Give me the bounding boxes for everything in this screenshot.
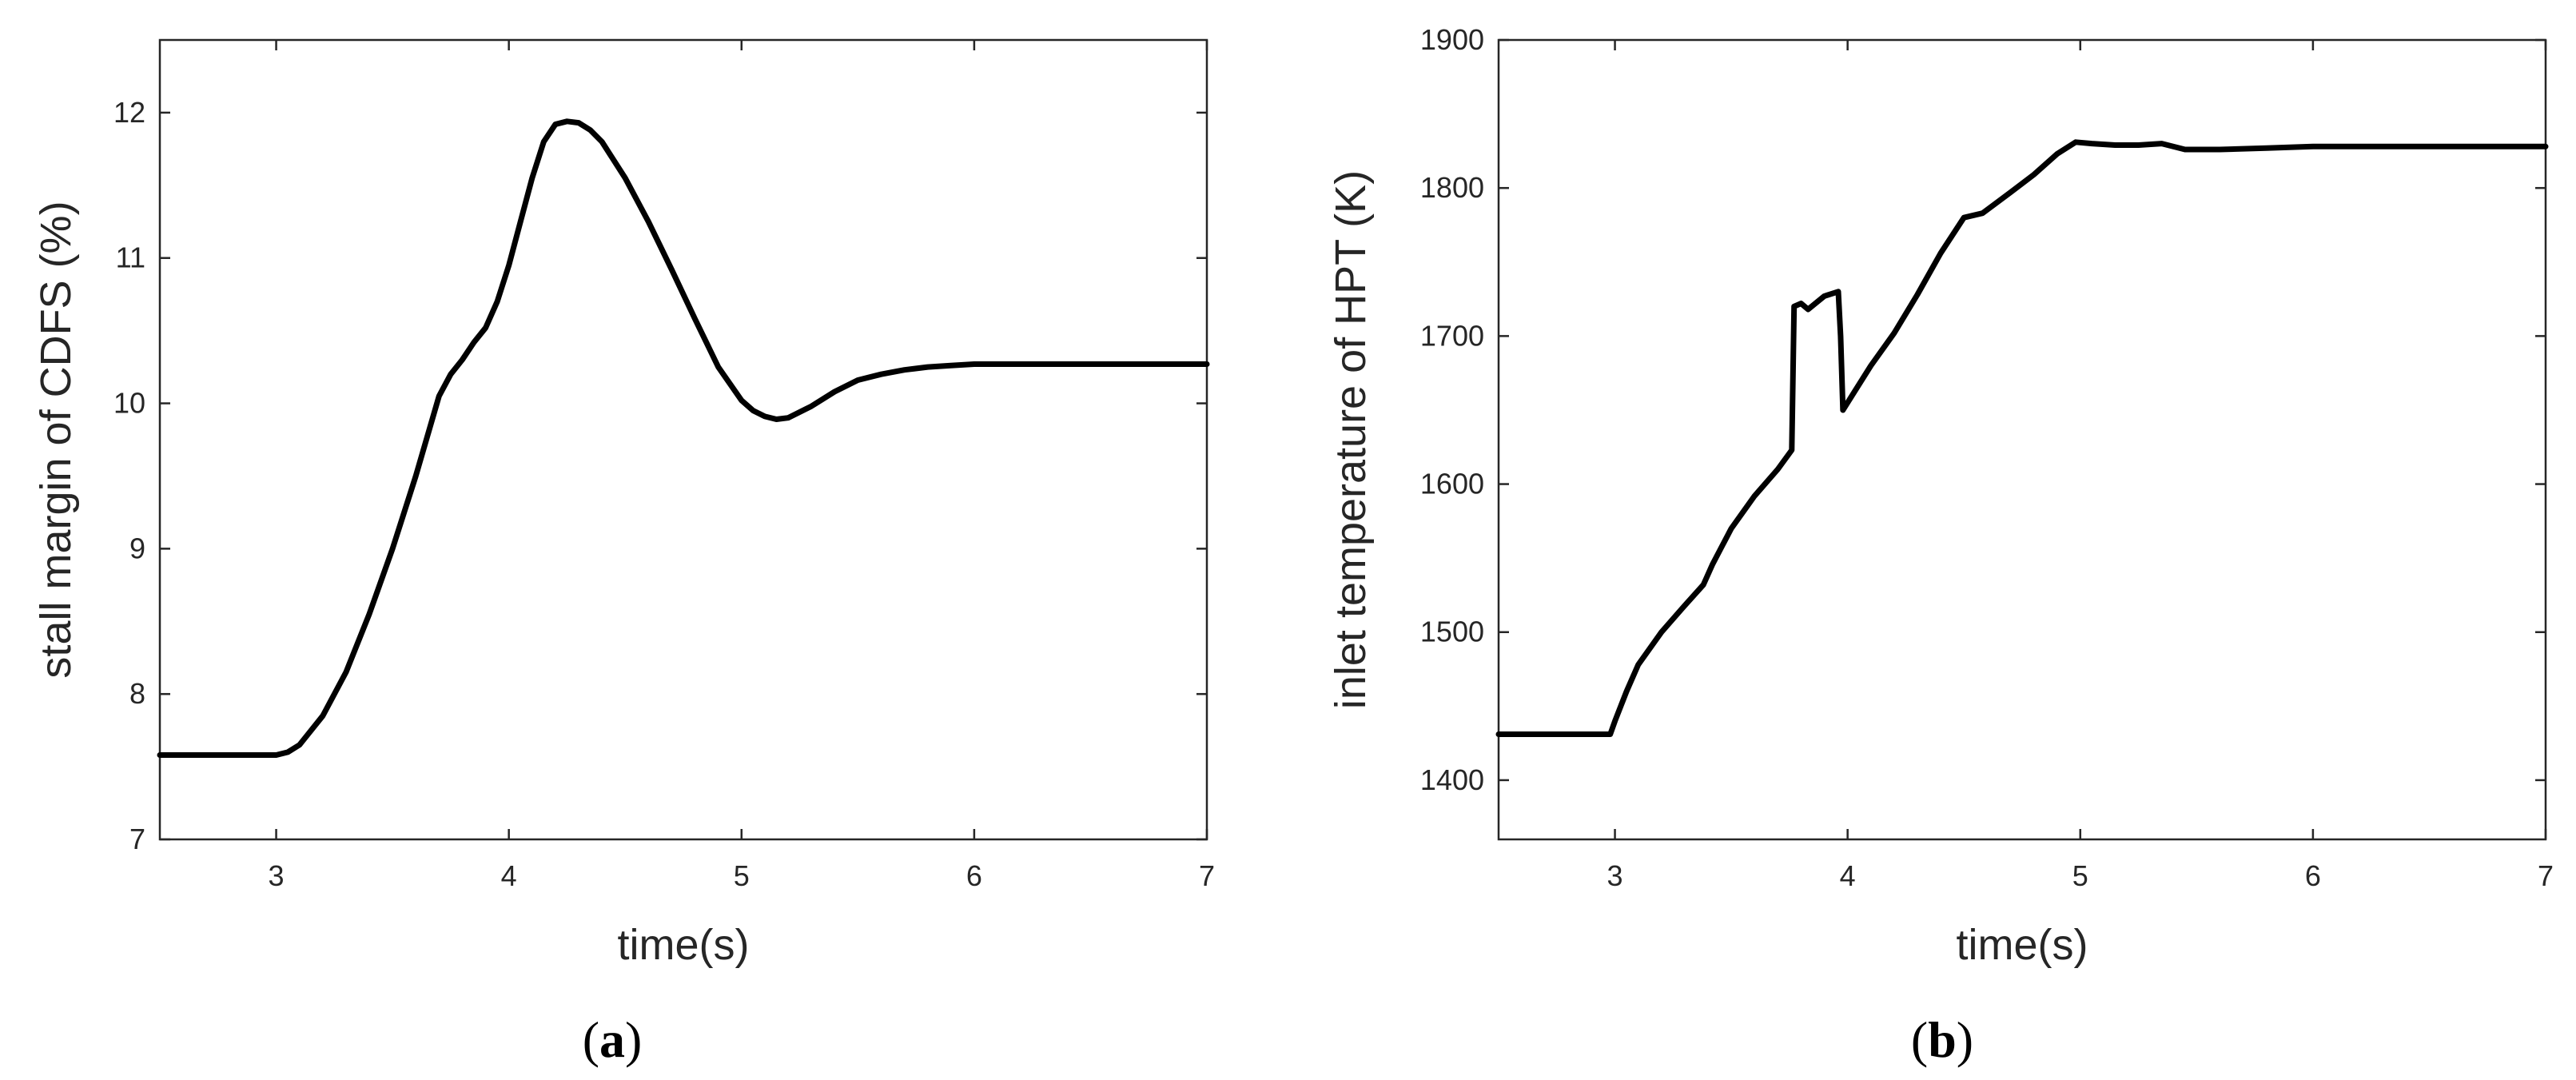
y-tick-label: 1700 xyxy=(1420,319,1484,352)
y-tick-label: 10 xyxy=(113,387,145,420)
y-tick-label: 7 xyxy=(129,823,145,855)
panel-label: (a) xyxy=(583,1011,643,1068)
y-tick-label: 11 xyxy=(116,241,145,274)
x-tick-label: 5 xyxy=(734,859,750,892)
x-tick-label: 4 xyxy=(501,859,517,892)
x-tick-label: 7 xyxy=(2538,859,2554,892)
y-tick-label: 12 xyxy=(113,96,145,129)
x-tick-label: 7 xyxy=(1199,859,1215,892)
x-tick-label: 3 xyxy=(1607,859,1623,892)
series-line xyxy=(157,118,1210,758)
x-ticks: 3 4 5 6 7 xyxy=(1607,40,2554,892)
y-tick-label: 8 xyxy=(129,677,145,710)
x-ticks: 3 4 5 6 7 xyxy=(269,40,1215,892)
panel-label-letter: b xyxy=(1928,1011,1957,1068)
x-tick-label: 6 xyxy=(2305,859,2321,892)
panel-label: (b) xyxy=(1911,1011,1973,1068)
plot-area-frame xyxy=(1497,38,2547,841)
y-tick-label: 9 xyxy=(129,532,145,564)
x-axis-label: time(s) xyxy=(618,921,750,969)
chart-panel-b: 3 4 5 6 7 1400 1500 1600 1700 1800 1900 time(s) i… xyxy=(1327,23,2554,1068)
x-axis-label: time(s) xyxy=(1957,921,2088,969)
y-axis-label: stall margin of CDFS (%) xyxy=(32,201,80,678)
chart-panel-a: 3 4 5 6 7 7 8 9 10 11 12 time(s) stall margin of … xyxy=(32,38,1215,1068)
y-ticks: 1400 1500 1600 1700 1800 1900 xyxy=(1420,23,2546,796)
y-axis-label: inlet temperature of HPT (K) xyxy=(1327,170,1375,709)
y-tick-label: 1600 xyxy=(1420,468,1484,500)
y-tick-label: 1500 xyxy=(1420,616,1484,648)
y-tick-label: 1800 xyxy=(1420,171,1484,204)
x-tick-label: 4 xyxy=(1840,859,1856,892)
y-tick-label: 1900 xyxy=(1420,23,1484,56)
x-tick-label: 6 xyxy=(966,859,982,892)
plot-area-frame xyxy=(158,38,1208,841)
x-tick-label: 3 xyxy=(269,859,285,892)
y-tick-label: 1400 xyxy=(1420,763,1484,796)
y-ticks: 7 8 9 10 11 12 xyxy=(113,96,1207,855)
panel-label-letter: a xyxy=(599,1011,625,1068)
x-tick-label: 5 xyxy=(2072,859,2088,892)
series-line xyxy=(1495,139,2549,737)
